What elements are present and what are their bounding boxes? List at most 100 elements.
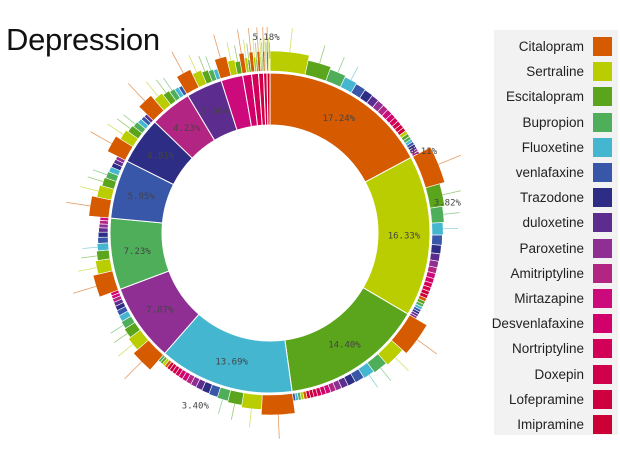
legend-item-lofepramine: Lofepramine [494, 387, 618, 412]
legend-label: Mirtazapine [514, 291, 584, 306]
legend-swatch [593, 87, 612, 107]
outer-spike [350, 66, 359, 81]
slice-label-escitalopram: 14.40% [328, 340, 361, 350]
outer-spike [116, 118, 131, 129]
outer-spike [319, 45, 326, 64]
outer-spike [337, 57, 345, 73]
slice-label-fluoxetine: 13.69% [215, 357, 248, 367]
legend-item-trazodone: Trazodone [494, 185, 618, 210]
legend-item-mirtazapine: Mirtazapine [494, 286, 618, 311]
legend-item-escitalopram: Escitalopram [494, 84, 618, 109]
outer-slice-sertraline-fluoxetine [431, 222, 444, 236]
legend-label: venlafaxine [515, 165, 584, 180]
outer-spike [80, 186, 99, 192]
legend-label: Paroxetine [519, 240, 584, 256]
legend-item-desvenlafaxine: Desvenlafaxine [491, 311, 618, 336]
slice-label-amitriptyline: 4.23% [173, 124, 201, 134]
outer-slice-sertraline-trazodone [430, 244, 442, 255]
legend-item-paroxetine: Paroxetine [494, 236, 618, 261]
legend-swatch [593, 62, 612, 82]
outer-spike [124, 361, 142, 380]
slice-label-duloxetine: 3.66% [201, 107, 229, 117]
outer-spike [127, 83, 146, 102]
outer-spike [259, 37, 262, 57]
outer-spike [123, 114, 136, 125]
outer-spike [205, 56, 212, 71]
legend-label: Desvenlafaxine [491, 316, 584, 332]
outer-spike [90, 131, 112, 144]
outer-spike [443, 212, 460, 215]
outer-spike [289, 28, 293, 53]
outer-spike [254, 42, 258, 60]
legend-swatch [593, 415, 612, 434]
legend-label: Lofepramine [508, 391, 584, 407]
legend-swatch [593, 112, 612, 132]
legend-label: duloxetine [522, 215, 584, 231]
outer-slice-fluoxetine-citalopram [260, 393, 296, 416]
outer-spike [246, 43, 250, 60]
legend-item-amitriptyline: Amitriptyline [494, 261, 618, 286]
legend-label: Escitalopram [505, 89, 584, 105]
inner-slice-citalopram [269, 72, 412, 183]
ring-labels: 17.24% 16.33% 14.40% 13.69% 7.87% 7.23% 5.95% 4… [124, 107, 421, 368]
outer-spike [213, 34, 221, 59]
outer-spike [218, 399, 223, 414]
outer-slice-bupropion-fluoxetine [96, 242, 110, 252]
outer-spike [249, 408, 252, 428]
legend-label: Bupropion [522, 114, 584, 130]
legend-swatch [593, 188, 612, 208]
outer-spike [118, 344, 133, 357]
slice-label-trazodone: 4.81% [147, 152, 175, 162]
outer-spike [380, 367, 392, 381]
outer-spike [163, 77, 173, 91]
outer-spike [82, 246, 98, 249]
legend-swatch [593, 339, 612, 359]
legend-item-duloxetine: duloxetine [494, 210, 618, 235]
legend-label: Imipramine [517, 417, 584, 432]
legend-swatch [593, 37, 612, 56]
chart-title: Depression [6, 22, 160, 57]
sunburst-chart: 17.24% 16.33% 14.40% 13.69% 7.87% 7.23% 5.95% 4… [66, 27, 462, 439]
legend-label: Doxepin [534, 366, 584, 382]
outer-spike [442, 190, 461, 196]
outer-spike [252, 38, 255, 57]
legend-swatch [593, 289, 612, 308]
outer-spike [417, 339, 438, 355]
legend-item-fluoxetine: Fluoxetine [494, 135, 618, 160]
legend-swatch [593, 213, 612, 233]
outer-spike [92, 169, 108, 176]
legend-item-venlafaxine: venlafaxine [494, 160, 618, 185]
outer-spike [230, 403, 236, 420]
legend-item-imipramine: Imipramine [494, 412, 618, 437]
legend-label: Amitriptyline [510, 265, 584, 281]
outer-spike [87, 176, 104, 183]
outer-slice-bupropion-duloxetine [98, 227, 109, 233]
legend-swatch [593, 389, 612, 409]
outer-spike [80, 255, 98, 259]
outer-slice-imipramine-escitalopram [268, 58, 271, 72]
inner-ring [109, 72, 431, 394]
outer-spike [256, 27, 259, 52]
outer-spike [110, 324, 124, 334]
outer-spike [243, 39, 247, 58]
slice-label-sertraline: 16.33% [388, 232, 421, 242]
legend-swatch [593, 137, 612, 157]
outer-spike [113, 333, 128, 344]
outer-spike [247, 28, 252, 53]
outer-label: 5.18% [253, 33, 281, 43]
outer-spike [198, 55, 206, 72]
legend-swatch [593, 163, 612, 182]
legend-item-sertraline: Sertraline [494, 59, 618, 84]
slice-label-bupropion: 7.23% [124, 247, 152, 257]
outer-spike [78, 267, 97, 272]
outer-spike [262, 27, 264, 52]
outer-ring [66, 27, 461, 439]
outer-slice-sertraline-venlafaxine [431, 234, 443, 246]
inner-slice-imipramine [266, 72, 271, 126]
legend-label: Trazodone [519, 190, 584, 206]
legend-item-nortriptyline: Nortriptyline [494, 336, 618, 361]
outer-spike [107, 123, 124, 135]
slice-label-venlafaxine: 5.95% [128, 192, 156, 202]
outer-spike [261, 42, 263, 59]
outer-spike [188, 55, 198, 73]
